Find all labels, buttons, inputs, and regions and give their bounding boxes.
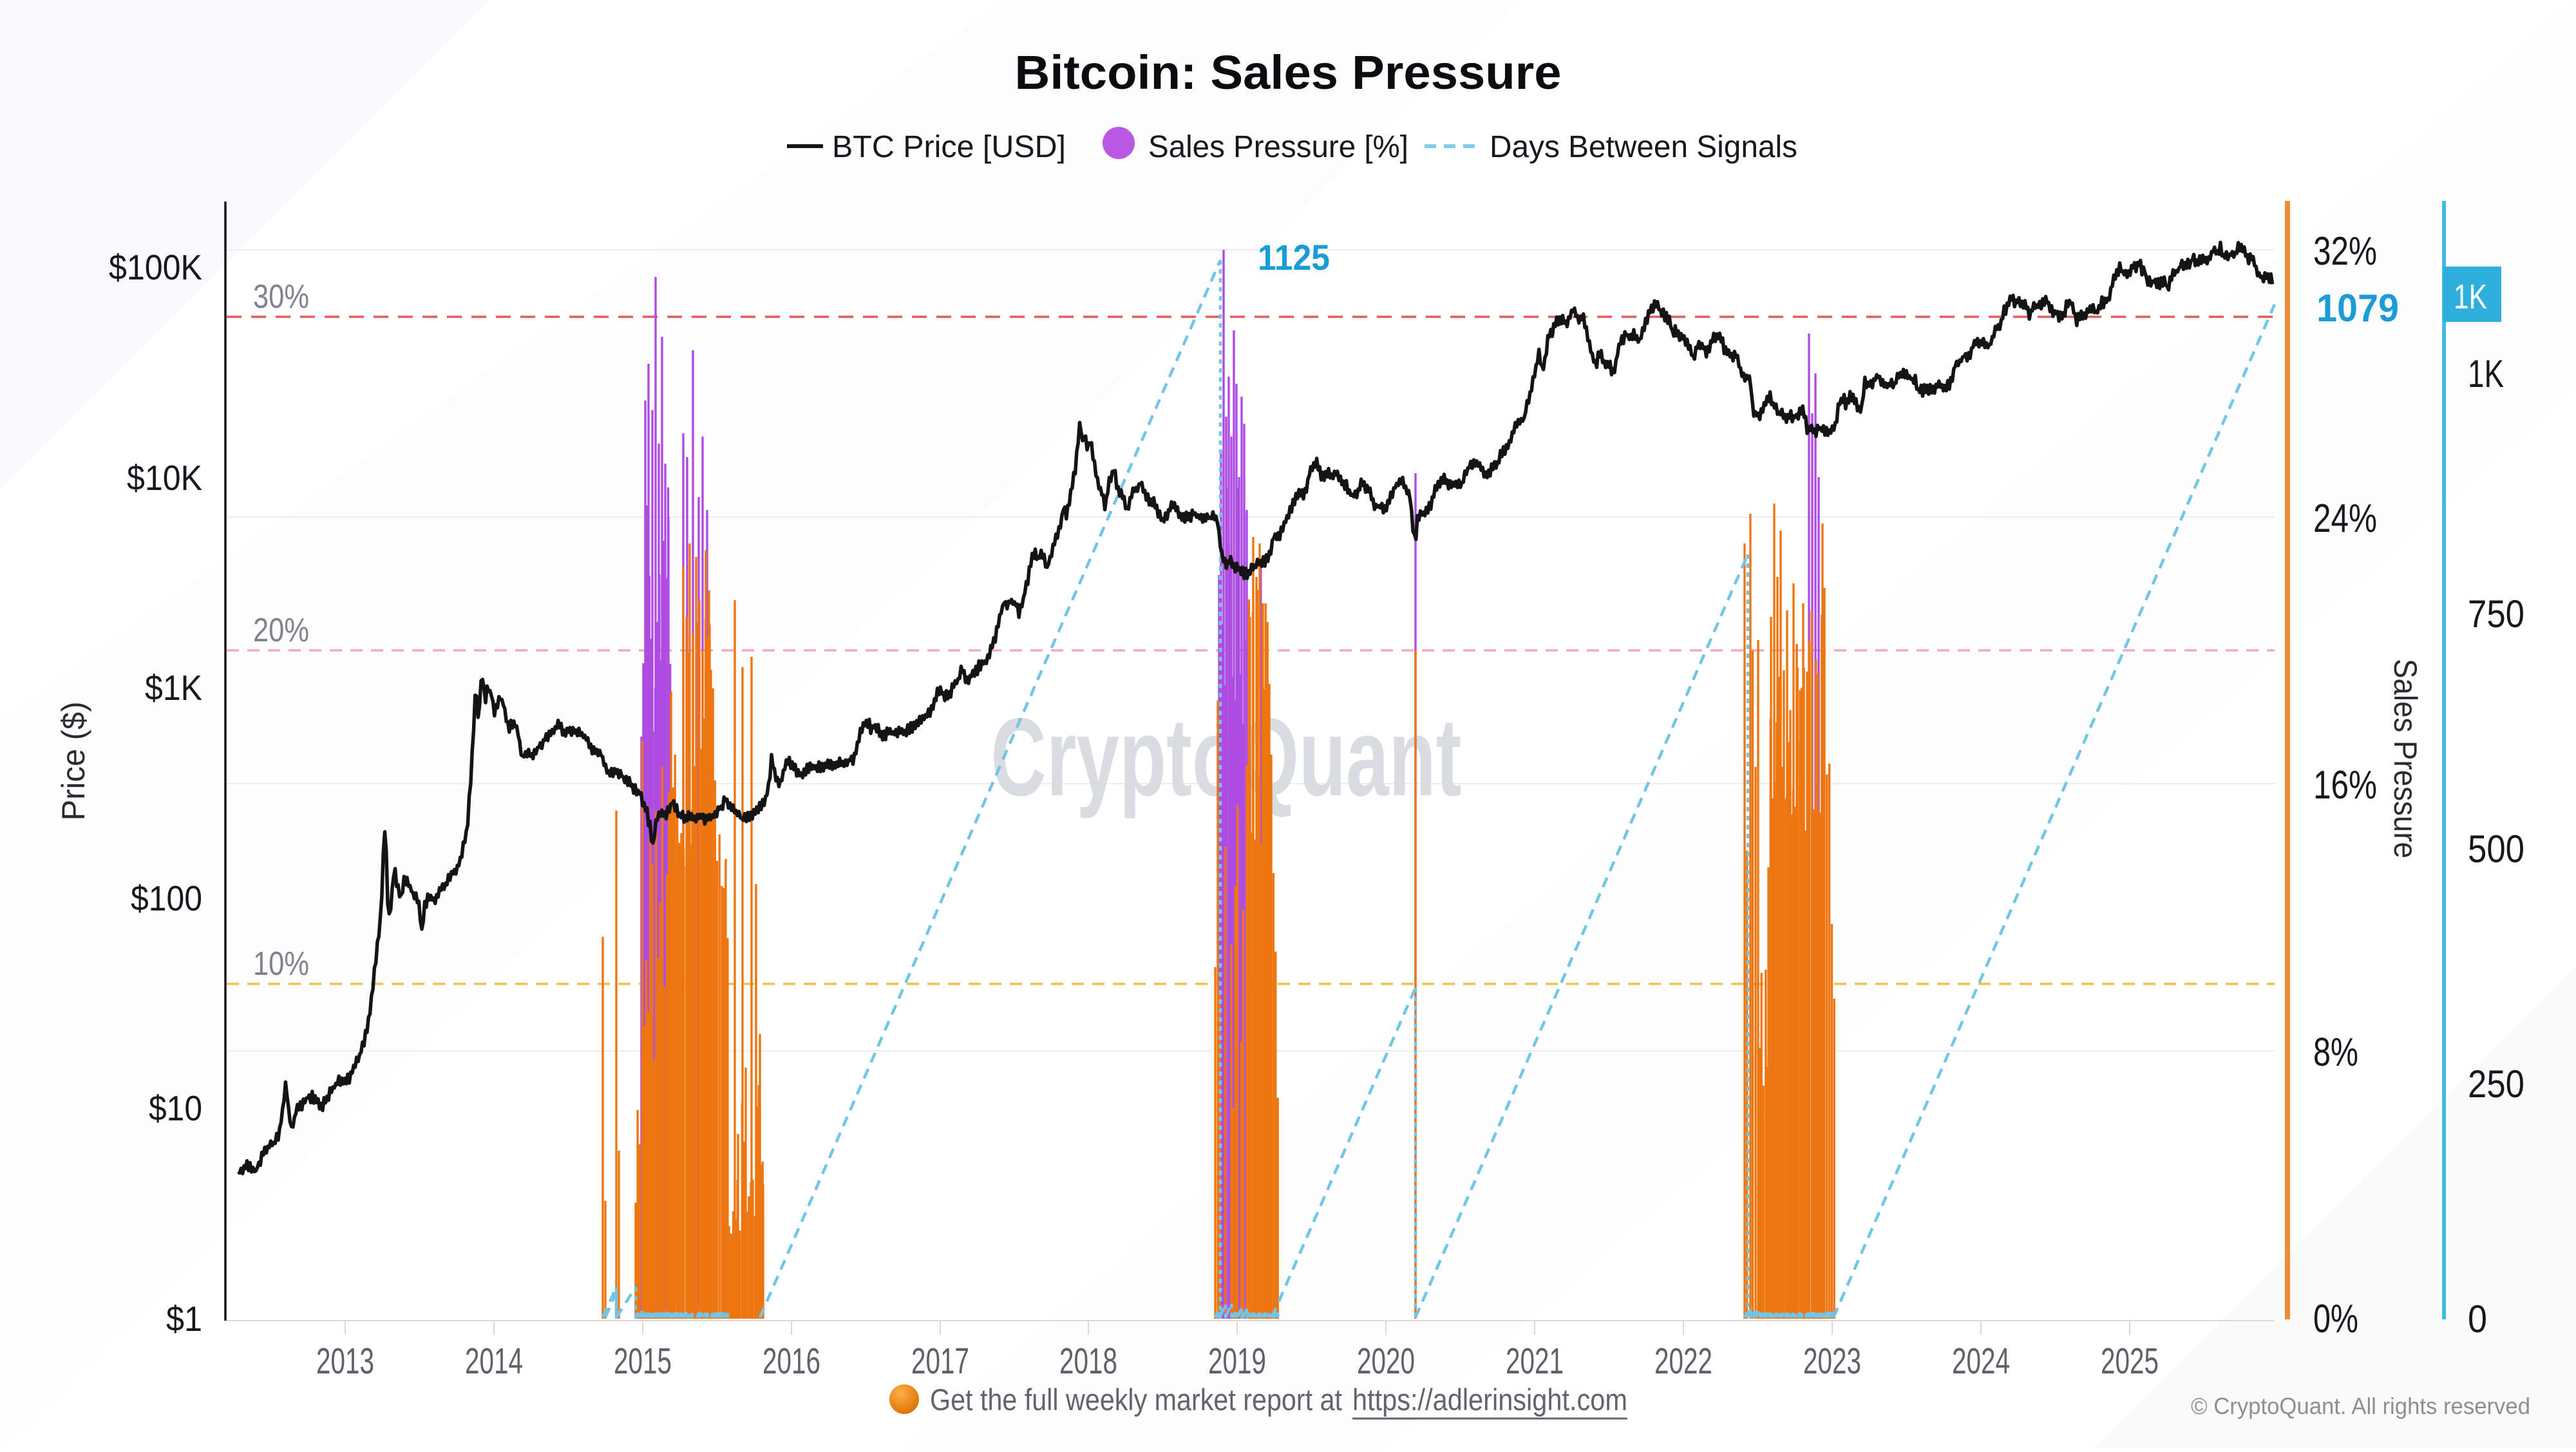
svg-text:https://adlerinsight.com: https://adlerinsight.com	[1352, 1382, 1627, 1417]
svg-text:2017: 2017	[911, 1341, 969, 1382]
svg-text:$1K: $1K	[145, 668, 202, 708]
svg-text:1079: 1079	[2316, 287, 2399, 330]
svg-text:16%: 16%	[2313, 763, 2377, 807]
svg-text:1125: 1125	[1258, 237, 1330, 278]
svg-text:1K: 1K	[2454, 278, 2487, 316]
svg-text:8%: 8%	[2313, 1030, 2358, 1075]
svg-text:32%: 32%	[2313, 229, 2377, 274]
svg-text:Days Between Signals: Days Between Signals	[1490, 130, 1797, 164]
svg-text:Get the full weekly market rep: Get the full weekly market report at	[930, 1382, 1342, 1417]
svg-text:2015: 2015	[614, 1341, 672, 1382]
svg-text:20%: 20%	[253, 612, 309, 649]
svg-text:$10: $10	[149, 1088, 202, 1128]
svg-text:BTC Price [USD]: BTC Price [USD]	[832, 130, 1066, 164]
svg-text:2018: 2018	[1059, 1341, 1117, 1382]
svg-text:2020: 2020	[1357, 1341, 1415, 1382]
svg-text:10%: 10%	[253, 945, 309, 983]
svg-text:Sales Pressure [%]: Sales Pressure [%]	[1148, 130, 1408, 164]
svg-text:2014: 2014	[465, 1341, 523, 1382]
svg-text:2019: 2019	[1208, 1341, 1266, 1382]
svg-text:2016: 2016	[762, 1341, 820, 1382]
svg-text:2021: 2021	[1506, 1341, 1564, 1382]
svg-text:1K: 1K	[2468, 352, 2504, 395]
svg-text:2024: 2024	[1952, 1341, 2010, 1382]
svg-text:$100K: $100K	[109, 247, 202, 287]
svg-text:$1: $1	[166, 1299, 202, 1339]
svg-text:0: 0	[2468, 1297, 2487, 1341]
svg-text:2023: 2023	[1803, 1341, 1861, 1382]
svg-text:Bitcoin: Sales Pressure: Bitcoin: Sales Pressure	[1015, 46, 1562, 99]
svg-text:0%: 0%	[2313, 1297, 2358, 1341]
svg-text:$10K: $10K	[127, 458, 202, 498]
svg-text:2022: 2022	[1654, 1341, 1712, 1382]
svg-text:2025: 2025	[2101, 1341, 2159, 1382]
svg-text:$100: $100	[131, 878, 202, 918]
svg-text:Price ($): Price ($)	[55, 702, 91, 821]
svg-text:Sales Pressure: Sales Pressure	[2387, 659, 2423, 858]
svg-text:© CryptoQuant. All rights rese: © CryptoQuant. All rights reserved	[2191, 1393, 2530, 1419]
svg-text:2013: 2013	[316, 1341, 374, 1382]
svg-text:30%: 30%	[253, 278, 309, 316]
svg-text:750: 750	[2468, 592, 2524, 636]
svg-text:24%: 24%	[2313, 496, 2377, 541]
svg-text:500: 500	[2468, 827, 2524, 871]
svg-text:250: 250	[2468, 1062, 2524, 1106]
